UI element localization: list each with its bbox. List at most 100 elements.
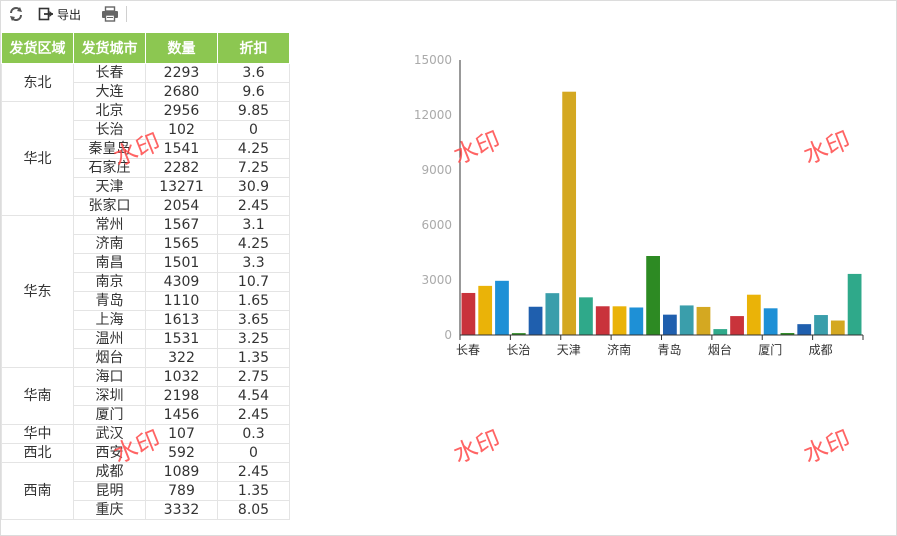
region-cell: 华中 [1, 424, 74, 444]
quantity-cell: 592 [145, 443, 218, 463]
bar [545, 293, 560, 335]
header-city[interactable]: 发货城市 [73, 32, 146, 64]
bar [730, 316, 744, 335]
city-cell: 上海 [73, 310, 146, 330]
y-tick-label: 0 [444, 328, 452, 342]
table-row: 华南 海口 1032 2.75 [1, 367, 290, 425]
x-tick-label: 厦门 [758, 342, 782, 357]
quantity-cell: 3332 [145, 500, 218, 520]
discount-cell: 3.1 [217, 215, 290, 235]
bar [562, 91, 577, 335]
city-cell: 海口 [73, 367, 146, 387]
quantity-cell: 1032 [145, 367, 218, 387]
refresh-button[interactable] [8, 4, 24, 24]
x-tick-label: 长春 [456, 343, 480, 357]
header-region[interactable]: 发货区域 [1, 32, 74, 64]
export-icon [38, 7, 53, 21]
city-cell: 成都 [73, 462, 146, 482]
city-cell: 青岛 [73, 291, 146, 311]
x-tick-label: 天津 [557, 343, 581, 357]
header-discount[interactable]: 折扣 [217, 32, 290, 64]
region-cell: 华南 [1, 367, 74, 425]
region-cell: 华东 [1, 215, 74, 368]
bar [579, 297, 593, 335]
quantity-cell: 4309 [145, 272, 218, 292]
quantity-cell: 2198 [145, 386, 218, 406]
y-tick-label: 9000 [421, 163, 452, 177]
discount-cell: 30.9 [217, 177, 290, 197]
x-tick-label: 长治 [506, 343, 530, 357]
discount-cell: 1.65 [217, 291, 290, 311]
city-cell: 深圳 [73, 386, 146, 406]
city-cell: 西安 [73, 443, 146, 463]
city-cell: 重庆 [73, 500, 146, 520]
x-tick-label: 青岛 [658, 342, 682, 357]
city-cell: 秦皇岛 [73, 139, 146, 159]
city-cell: 温州 [73, 329, 146, 349]
data-table: 发货区域 发货城市 数量 折扣 东北 长春 2293 3.6 大连 2680 9.6 华北 北京… [1, 32, 290, 520]
export-button[interactable]: 导出 [38, 4, 81, 24]
quantity-cell: 2293 [145, 63, 218, 83]
bar [679, 305, 694, 335]
city-cell: 武汉 [73, 424, 146, 444]
print-button[interactable] [101, 4, 119, 24]
city-cell: 常州 [73, 215, 146, 235]
city-cell: 大连 [73, 82, 146, 102]
bar [814, 315, 828, 335]
table-row: 石家庄 2282 7.25 [2, 158, 290, 178]
quantity-cell: 102 [145, 120, 218, 140]
table-row: 青岛 1110 1.65 [2, 291, 290, 311]
city-cell: 长春 [73, 63, 146, 83]
header-quantity[interactable]: 数量 [145, 32, 218, 64]
printer-icon [102, 6, 118, 22]
discount-cell: 0 [217, 120, 290, 140]
discount-cell: 4.25 [217, 139, 290, 159]
city-cell: 厦门 [73, 405, 146, 425]
discount-cell: 0 [217, 443, 290, 463]
table-row: 昆明 789 1.35 [2, 481, 290, 501]
city-cell: 北京 [73, 101, 146, 121]
table-row: 华中 武汉 107 0.3 [1, 424, 290, 444]
bar [663, 314, 677, 335]
quantity-cell: 1110 [145, 291, 218, 311]
quantity-cell: 2956 [145, 101, 218, 121]
bar [528, 306, 543, 335]
city-cell: 济南 [73, 234, 146, 254]
quantity-cell: 1456 [145, 405, 218, 425]
quantity-cell: 789 [145, 481, 218, 501]
bar [797, 324, 812, 335]
bar [478, 285, 493, 335]
city-cell: 南昌 [73, 253, 146, 273]
bar [629, 307, 644, 335]
discount-cell: 1.35 [217, 481, 290, 501]
quantity-cell: 1501 [145, 253, 218, 273]
table-row: 大连 2680 9.6 [2, 82, 290, 102]
toolbar-divider [126, 6, 127, 22]
table-row: 重庆 3332 8.05 [2, 500, 290, 520]
table-row: 西北 西安 592 0 [1, 443, 290, 463]
quantity-cell: 1613 [145, 310, 218, 330]
city-cell: 烟台 [73, 348, 146, 368]
discount-cell: 3.3 [217, 253, 290, 273]
quantity-cell: 2054 [145, 196, 218, 216]
region-cell: 西北 [1, 443, 74, 463]
discount-cell: 10.7 [217, 272, 290, 292]
table-row: 温州 1531 3.25 [2, 329, 290, 349]
region-cell: 华北 [1, 101, 74, 216]
bar [830, 320, 845, 335]
quantity-cell: 1565 [145, 234, 218, 254]
bar [780, 333, 795, 335]
bar-chart: 0 3000 6000 9000 12000 15000 长春 长治 天津 济南 青岛 烟台 厦门 成都 [414, 53, 864, 357]
toolbar: 导出 [0, 0, 140, 28]
city-cell: 昆明 [73, 481, 146, 501]
region-cell: 东北 [1, 63, 74, 102]
bar [612, 306, 627, 335]
refresh-icon [10, 7, 22, 21]
quantity-cell: 1089 [145, 462, 218, 482]
region-cell: 西南 [1, 462, 74, 520]
discount-cell: 4.25 [217, 234, 290, 254]
table-row: 南昌 1501 3.3 [2, 253, 290, 273]
city-cell: 南京 [73, 272, 146, 292]
city-cell: 天津 [73, 177, 146, 197]
table-row: 华北 北京 2956 9.85 [1, 101, 290, 216]
